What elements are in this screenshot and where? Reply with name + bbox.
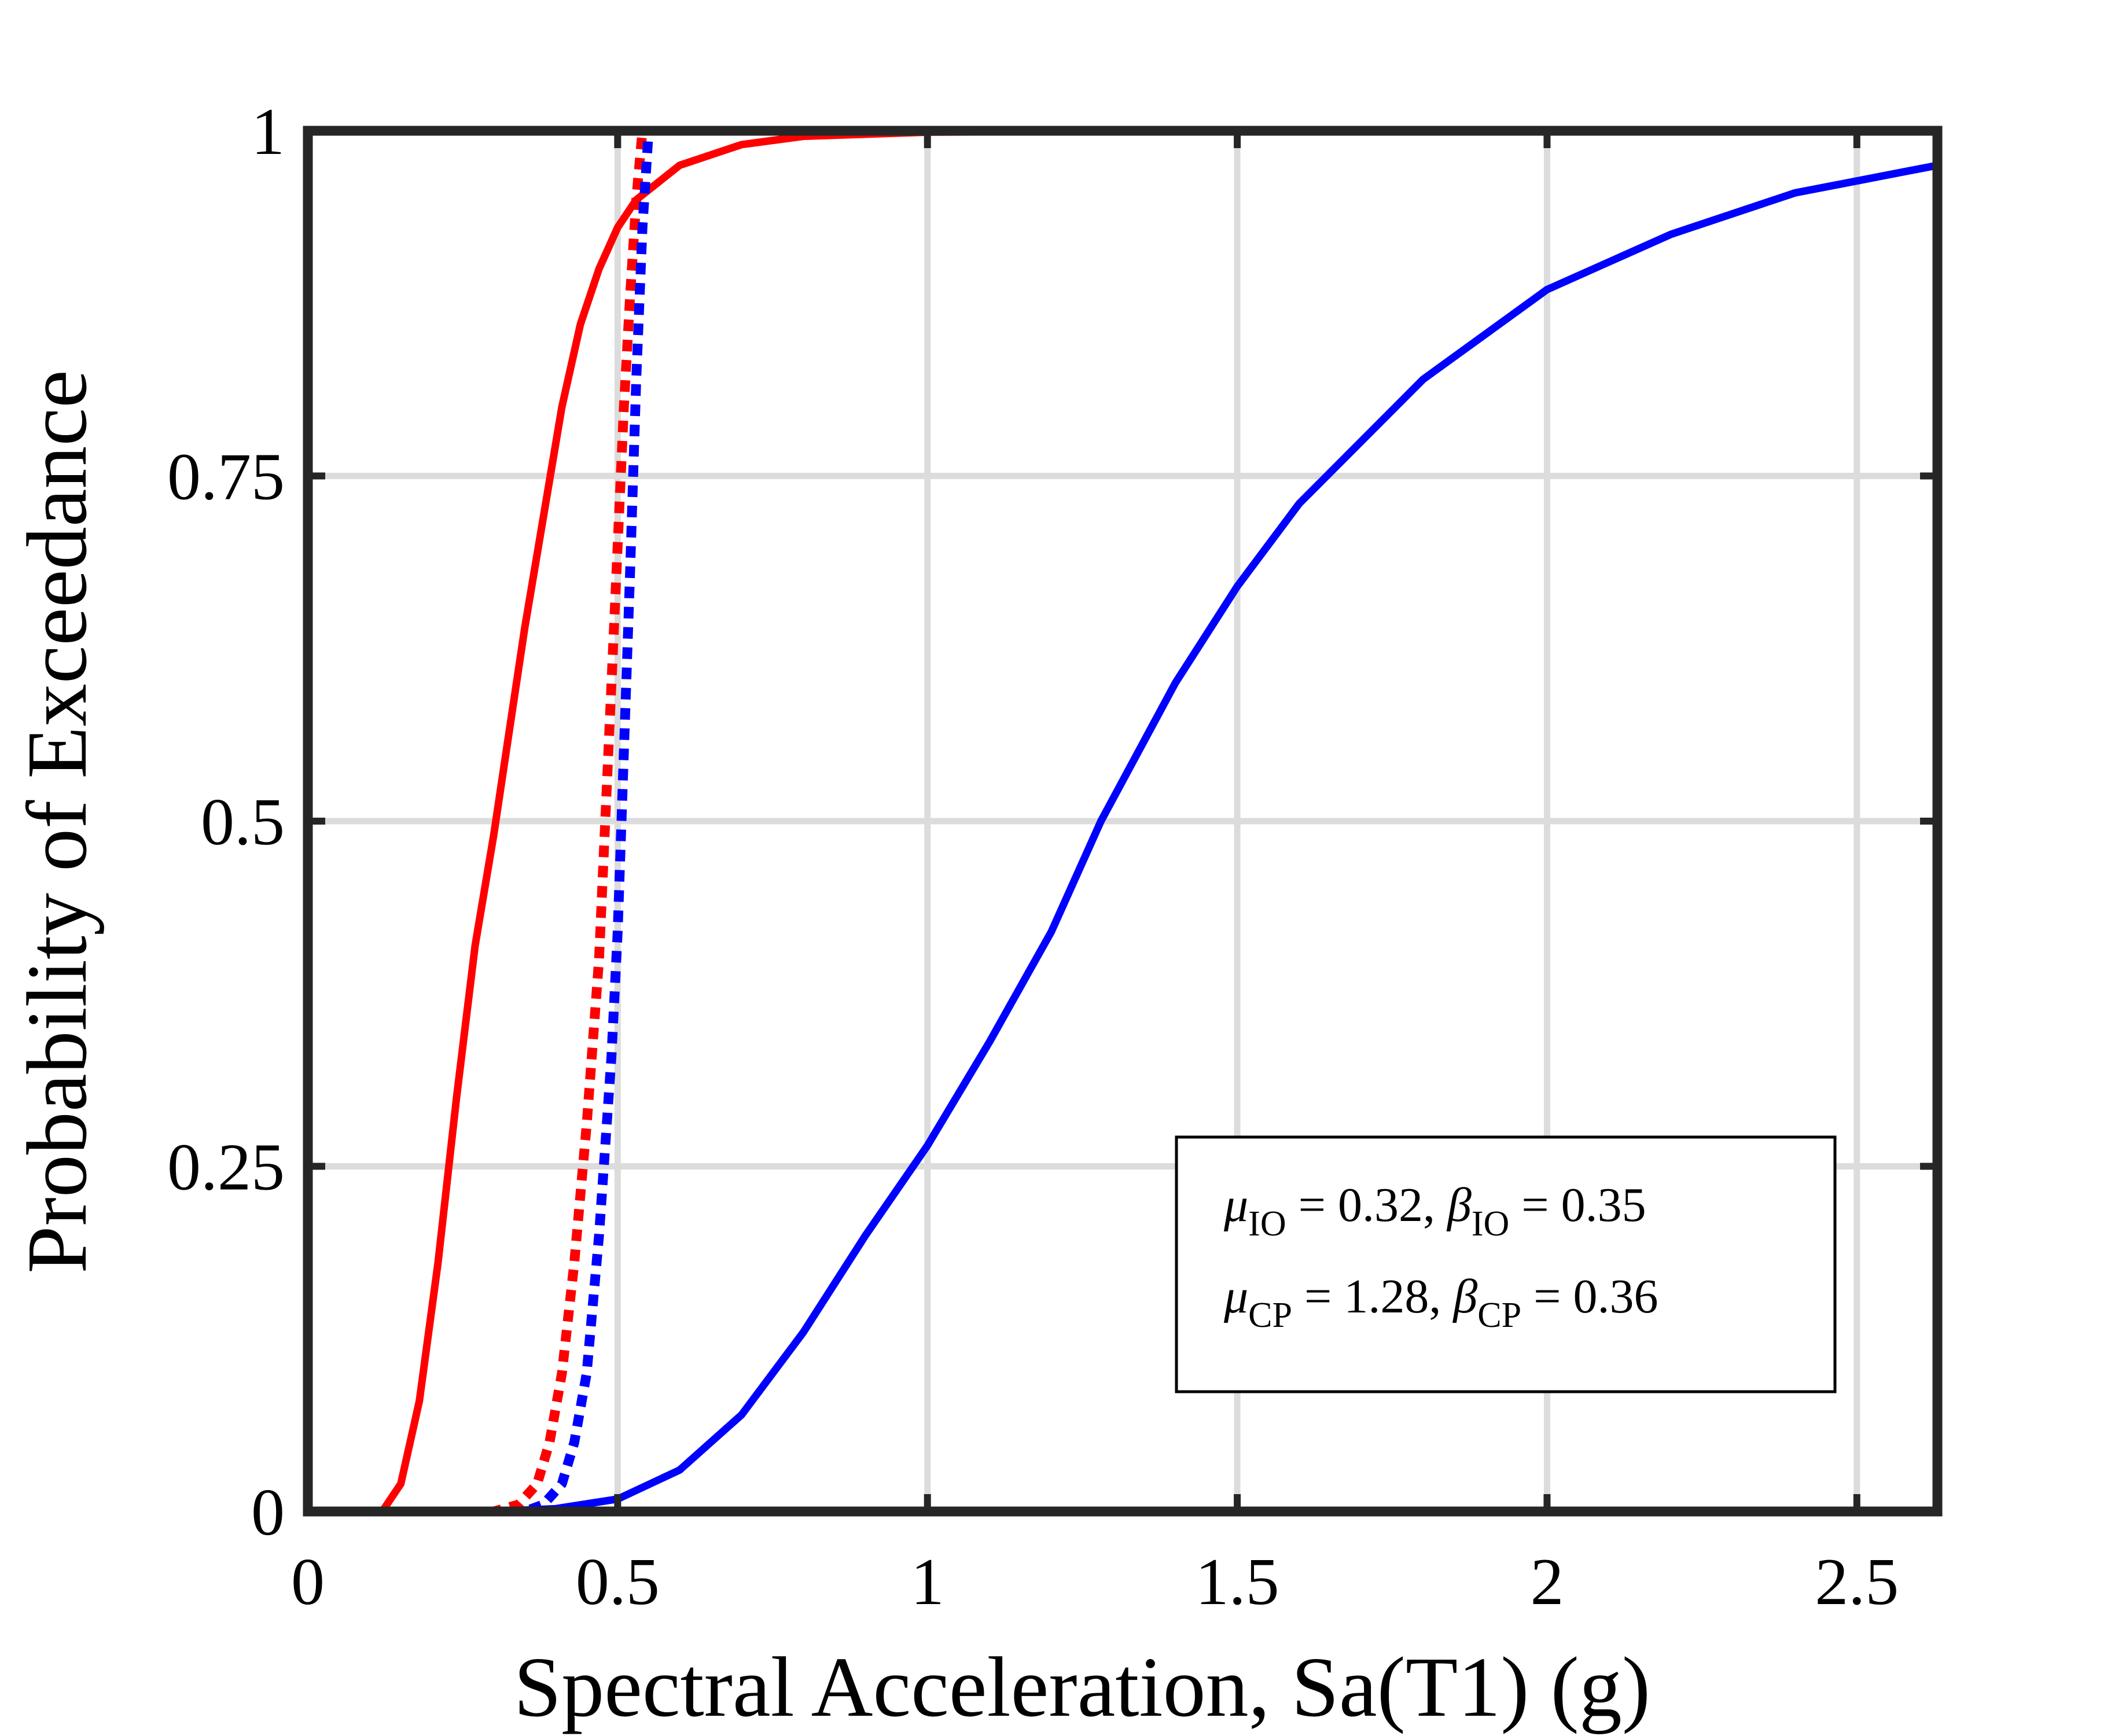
x-tick-label: 2: [1530, 1545, 1564, 1619]
tick-marks: [304, 127, 1937, 1515]
y-tick-label: 0: [251, 1476, 285, 1550]
y-tick-label: 0.5: [201, 785, 285, 859]
beta-cp-subscript: CP: [1477, 1296, 1521, 1335]
y-tick-label: 1: [251, 95, 285, 169]
x-axis-title: Spectral Acceleration, Sa(T1) (g): [514, 1640, 1650, 1735]
mu-io-value: = 0.32,: [1286, 1178, 1447, 1232]
mu-cp-value: = 1.28,: [1292, 1270, 1453, 1323]
x-tick-label: 0: [291, 1545, 325, 1619]
parameter-annotation-box: μIO = 0.32, βIO = 0.35 μCP = 1.28, βCP =…: [1175, 1135, 1837, 1393]
mu-cp-symbol: μ: [1223, 1270, 1248, 1323]
annotation-frame: [1175, 1135, 1837, 1393]
mu-io-symbol: μ: [1223, 1178, 1248, 1232]
beta-io-subscript: IO: [1472, 1204, 1509, 1244]
y-tick-label: 0.25: [167, 1131, 285, 1205]
beta-cp-symbol: β: [1452, 1270, 1477, 1323]
beta-io-value: = 0.35: [1509, 1178, 1646, 1232]
x-tick-label: 2.5: [1815, 1545, 1899, 1619]
mu-cp-subscript: CP: [1248, 1296, 1292, 1335]
annotation-line-cp: μCP = 1.28, βCP = 0.36: [1223, 1270, 1658, 1335]
beta-io-symbol: β: [1446, 1178, 1472, 1232]
x-tick-label: 0.5: [576, 1545, 660, 1619]
mu-io-subscript: IO: [1248, 1204, 1286, 1244]
annotation-line-io: μIO = 0.32, βIO = 0.35: [1223, 1178, 1646, 1244]
y-tick-label: 0.75: [167, 440, 285, 514]
tick-labels: 0 0.5 1 1.5 2 2.5 0 0.25 0.5 0.75 1: [167, 95, 1899, 1619]
y-axis-title: Probability of Exceedance: [10, 370, 105, 1274]
beta-cp-value: = 0.36: [1521, 1270, 1658, 1323]
x-tick-label: 1: [911, 1545, 944, 1619]
blue-solid-curve: [308, 161, 1937, 1516]
x-tick-label: 1.5: [1196, 1545, 1279, 1619]
